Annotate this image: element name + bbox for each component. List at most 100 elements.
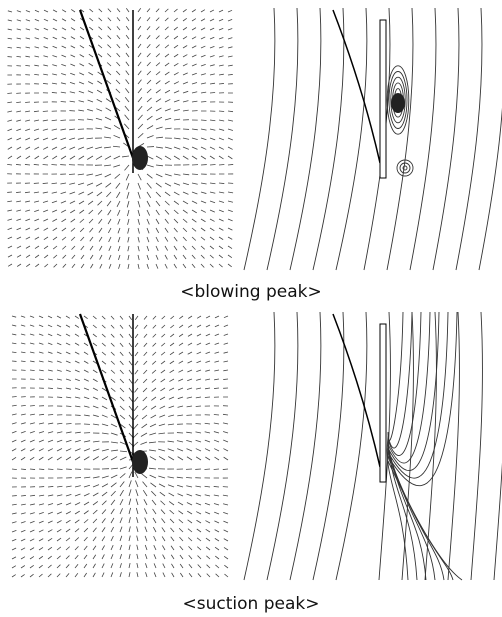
vector [11,521,17,524]
vector [83,563,88,569]
vector [90,263,94,269]
vector [209,236,215,241]
vector [182,173,190,176]
vector [223,512,229,515]
vector [200,182,207,185]
vector [227,119,234,122]
vector [133,405,139,411]
vector [25,55,31,58]
vector [88,81,94,85]
vector [53,263,58,268]
vector [164,155,172,160]
vector [115,182,121,189]
vector [200,191,207,194]
vector [222,413,229,416]
vector [110,423,118,428]
vector [173,146,181,150]
vector [101,315,106,320]
vector [29,503,35,506]
vector [11,351,17,354]
vector [101,456,109,461]
vector [222,431,229,434]
vector [128,535,131,542]
vector [177,456,184,461]
vector [47,431,54,434]
vector [146,125,154,130]
vector [137,70,142,76]
vector [178,342,184,346]
vector [92,414,99,417]
vector [119,450,128,453]
vector [20,468,26,470]
vector [119,508,123,515]
vector [11,547,17,551]
vector [167,448,175,452]
vector [107,218,112,225]
vector [92,324,97,329]
vector [218,245,224,250]
vector [29,422,35,425]
vector [29,494,36,497]
vector-field-suction [11,313,229,578]
streamline [312,311,345,581]
vector [128,507,131,515]
vector [155,191,161,198]
vector [112,145,121,148]
vector [146,200,151,207]
vector [101,554,105,560]
vector [209,200,216,204]
vector [182,200,189,205]
vector [7,10,13,13]
vector [200,128,207,131]
vector [11,565,17,569]
vector [119,481,125,488]
vector [227,46,233,49]
vector [119,414,126,420]
vector [155,136,163,139]
vector [136,526,139,533]
vector [218,128,225,131]
wall-curve [78,313,135,463]
vector [173,236,178,242]
vector [56,422,63,425]
streamline [470,311,483,581]
vector [200,64,206,67]
vector [29,512,35,515]
vector [137,218,140,225]
vector [92,572,96,578]
vector [146,97,152,103]
streamline [478,107,502,271]
vector [42,182,49,184]
vector [127,245,130,252]
vector [83,456,90,461]
vector [170,333,175,338]
vector [204,431,211,434]
vector [38,564,43,569]
vector-field-blowing [7,8,234,270]
vector [144,535,148,542]
vector [88,53,94,58]
vector [214,315,220,319]
vector [110,517,115,524]
vector [101,387,107,392]
vector [74,378,80,382]
vector [177,493,184,497]
vector [98,26,103,31]
vector [191,91,198,94]
vector [223,378,229,380]
vector [104,136,112,139]
vector [71,263,76,269]
vector [24,191,31,194]
vector [149,441,157,444]
vector [11,430,17,434]
vector [83,387,90,391]
vector [141,473,148,479]
vector [169,342,175,347]
vector [74,315,79,319]
vector [187,537,193,542]
vector [43,27,49,31]
vector [79,63,85,67]
vector [164,99,171,103]
vector [141,423,148,429]
vector [7,200,13,203]
